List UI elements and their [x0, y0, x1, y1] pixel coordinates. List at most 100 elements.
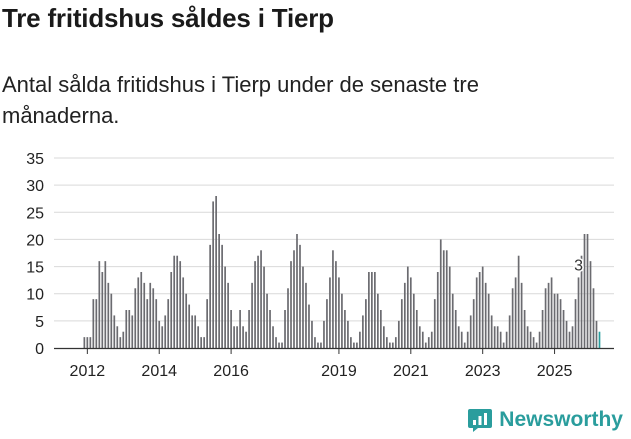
- x-tick-label: 2014: [141, 363, 177, 380]
- bar: [553, 293, 556, 348]
- bar: [293, 250, 295, 348]
- bar: [314, 337, 316, 348]
- bar: [146, 299, 149, 348]
- bar: [505, 331, 508, 348]
- bar: [356, 342, 358, 348]
- y-tick-label: 0: [35, 341, 44, 358]
- bar: [227, 282, 229, 348]
- bar: [487, 293, 490, 348]
- bar: [415, 310, 418, 348]
- newsworthy-logo-icon: [468, 409, 493, 432]
- bar: [323, 320, 325, 348]
- grid-layer: [54, 157, 614, 322]
- bar: [589, 261, 592, 348]
- bar: [403, 282, 406, 348]
- bar: [89, 337, 92, 348]
- bar: [397, 320, 400, 348]
- x-tick-label: 2016: [213, 363, 249, 380]
- bar: [143, 282, 146, 348]
- bar: [263, 266, 265, 348]
- bar: [335, 261, 337, 348]
- bar: [212, 201, 214, 348]
- bar: [385, 337, 388, 348]
- bar: [326, 299, 328, 348]
- x-tick-label: 2023: [465, 363, 501, 380]
- x-tick-label: 2025: [537, 363, 573, 380]
- bar-layer: [83, 196, 601, 348]
- bar: [544, 288, 547, 348]
- bar: [122, 331, 125, 348]
- bar: [299, 244, 301, 348]
- bar: [308, 304, 310, 348]
- bar: [203, 337, 205, 348]
- bar: [526, 326, 529, 348]
- bar: [296, 234, 298, 348]
- bar: [499, 331, 502, 348]
- x-tick-label: 2019: [321, 363, 357, 380]
- bar: [442, 250, 445, 348]
- bar: [119, 337, 122, 348]
- bar: [371, 272, 373, 348]
- bar: [377, 293, 379, 348]
- bar: [107, 282, 110, 348]
- bar: [502, 342, 505, 348]
- bar: [140, 272, 143, 348]
- bar: [101, 272, 104, 348]
- bar: [215, 196, 217, 348]
- bar: [230, 310, 232, 348]
- bar: [350, 337, 352, 348]
- bar: [595, 320, 598, 348]
- bar: [188, 304, 191, 348]
- bar: [511, 288, 514, 348]
- bar: [254, 261, 256, 348]
- bar: [538, 331, 541, 348]
- bar: [290, 261, 292, 348]
- bar: [353, 342, 355, 348]
- bar: [583, 234, 586, 348]
- y-tick-label: 25: [26, 205, 44, 222]
- bar: [191, 315, 194, 348]
- bar: [406, 266, 409, 348]
- bar: [194, 315, 197, 348]
- bar: [472, 299, 475, 348]
- bar: [281, 342, 283, 348]
- bar: [454, 310, 457, 348]
- bar: [475, 277, 478, 348]
- bar: [541, 310, 544, 348]
- bar: [92, 299, 95, 348]
- bar: [514, 277, 517, 348]
- bar: [167, 299, 170, 348]
- bar: [182, 277, 185, 348]
- bar: [113, 315, 116, 348]
- bar: [125, 310, 128, 348]
- bar: [338, 277, 340, 348]
- bar: [98, 261, 101, 348]
- bar: [149, 282, 152, 348]
- bar: [508, 315, 511, 348]
- bar: [128, 310, 131, 348]
- bar: [517, 255, 520, 348]
- bar: [251, 282, 253, 348]
- bar: [152, 288, 155, 348]
- bar: [287, 288, 289, 348]
- bar: [272, 326, 274, 348]
- bar: [86, 337, 89, 348]
- bar: [236, 326, 238, 348]
- bar: [284, 310, 286, 348]
- bar: [374, 272, 376, 348]
- bar: [155, 299, 158, 348]
- bar: [245, 331, 247, 348]
- bar: [275, 337, 277, 348]
- bar: [317, 342, 319, 348]
- bar: [520, 282, 523, 348]
- y-tick-label: 20: [26, 232, 44, 249]
- bar: [257, 255, 259, 348]
- bar: [592, 288, 595, 348]
- bar-latest: [598, 331, 601, 348]
- bar: [448, 266, 451, 348]
- bar: [269, 310, 271, 348]
- bar: [104, 261, 107, 348]
- bar: [556, 293, 559, 348]
- bar: [469, 315, 472, 348]
- bar: [529, 331, 532, 348]
